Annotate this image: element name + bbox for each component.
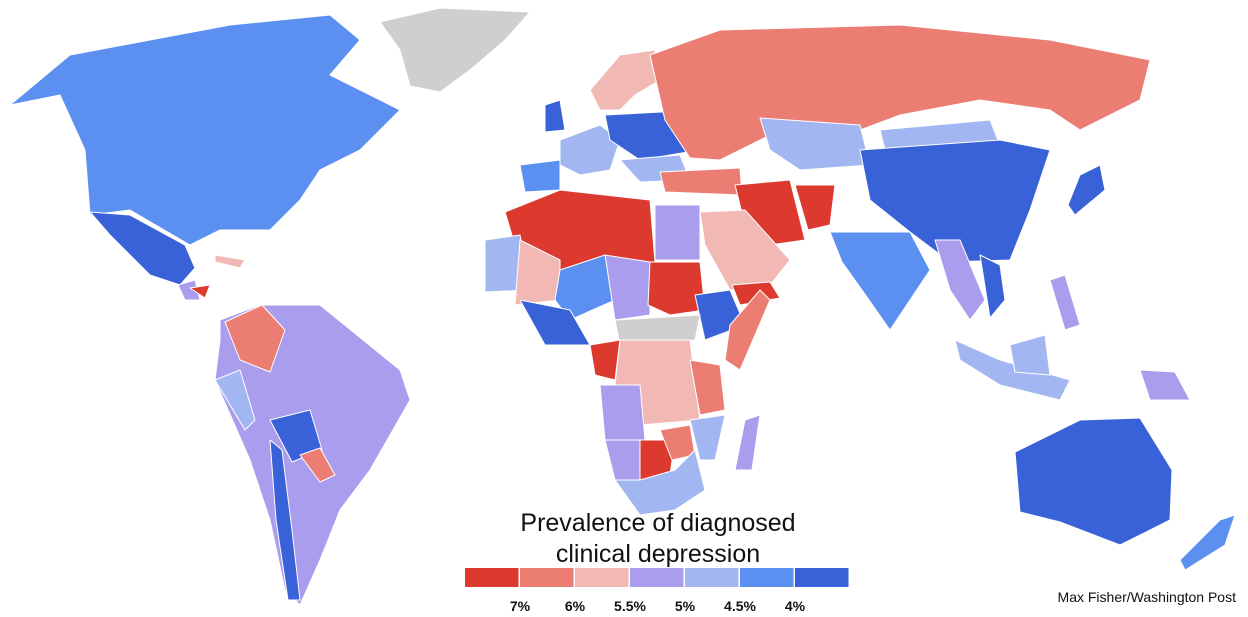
country <box>589 339 621 381</box>
country <box>1067 164 1106 216</box>
country <box>269 439 301 601</box>
legend-swatch <box>630 568 684 587</box>
legend-label: 6% <box>565 598 586 614</box>
legend-label: 4% <box>785 598 806 614</box>
country <box>1179 514 1236 571</box>
country <box>724 289 771 371</box>
country <box>614 314 701 346</box>
country <box>189 284 211 299</box>
legend-swatch <box>575 568 629 587</box>
country <box>689 359 726 416</box>
country <box>177 279 201 301</box>
legend-swatch <box>520 568 574 587</box>
country <box>604 254 651 321</box>
legend: 7% 6% 5.5% 5% 4.5% 4% <box>465 568 849 614</box>
country <box>659 167 743 196</box>
country <box>1014 417 1173 546</box>
country <box>379 7 531 93</box>
country <box>954 339 1071 401</box>
legend-swatch <box>795 568 849 587</box>
country <box>214 254 246 269</box>
country <box>589 49 661 111</box>
country <box>859 139 1051 263</box>
legend-swatch <box>740 568 794 587</box>
country <box>599 384 646 441</box>
country <box>794 184 836 231</box>
country <box>299 447 336 483</box>
country <box>214 369 256 431</box>
country <box>1139 369 1191 401</box>
country <box>647 261 706 316</box>
country <box>1009 334 1051 376</box>
country <box>1049 274 1081 331</box>
country <box>519 159 561 193</box>
country <box>614 449 706 516</box>
country <box>829 231 931 331</box>
legend-title: Prevalence of diagnosed <box>520 509 795 537</box>
legend-swatch <box>465 568 519 587</box>
legend-swatch <box>685 568 739 587</box>
country <box>979 254 1006 319</box>
country <box>89 211 196 286</box>
country <box>934 239 986 321</box>
legend-label: 5.5% <box>614 598 646 614</box>
legend-label: 7% <box>510 598 531 614</box>
country <box>9 14 401 246</box>
country <box>224 304 286 373</box>
country <box>554 254 616 321</box>
legend-label: 5% <box>675 598 696 614</box>
country <box>654 204 701 261</box>
country <box>759 117 871 171</box>
credit: Max Fisher/Washington Post <box>1058 589 1237 605</box>
country <box>734 414 761 471</box>
legend-title: clinical depression <box>556 540 760 568</box>
country <box>689 414 726 461</box>
country <box>544 99 566 133</box>
countries <box>9 7 1236 606</box>
legend-label: 4.5% <box>724 598 756 614</box>
country <box>269 409 323 463</box>
